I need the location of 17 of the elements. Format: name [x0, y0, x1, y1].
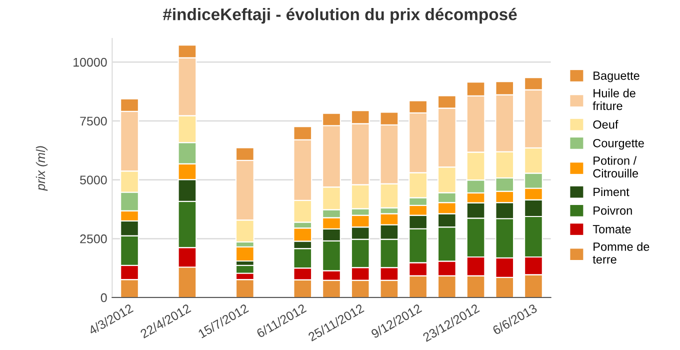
chart-title: #indiceKeftaji - évolution du prix décomposé	[162, 8, 517, 24]
legend-label: Baguette	[594, 72, 640, 82]
legend-label: Huile de friture	[592, 88, 636, 110]
y-tick-label: 0	[100, 293, 107, 302]
legend-label: Potiron / Citrouille	[593, 156, 638, 178]
legend-label: Poivron	[594, 206, 632, 215]
legend-label: Tomate	[592, 225, 631, 234]
legend-label: Oeuf	[593, 120, 618, 129]
y-tick-label: 10000	[74, 58, 107, 67]
y-axis-title: prix (ml)	[36, 146, 48, 191]
legend-label: Piment	[594, 187, 630, 196]
bar	[235, 246, 254, 262]
y-tick-label: 7500	[80, 116, 107, 126]
y-tick-label: 2500	[80, 234, 107, 244]
legend-label: Courgette	[593, 138, 644, 150]
y-tick-label: 5000	[80, 176, 107, 184]
legend-label: Pomme de terre	[592, 242, 650, 264]
